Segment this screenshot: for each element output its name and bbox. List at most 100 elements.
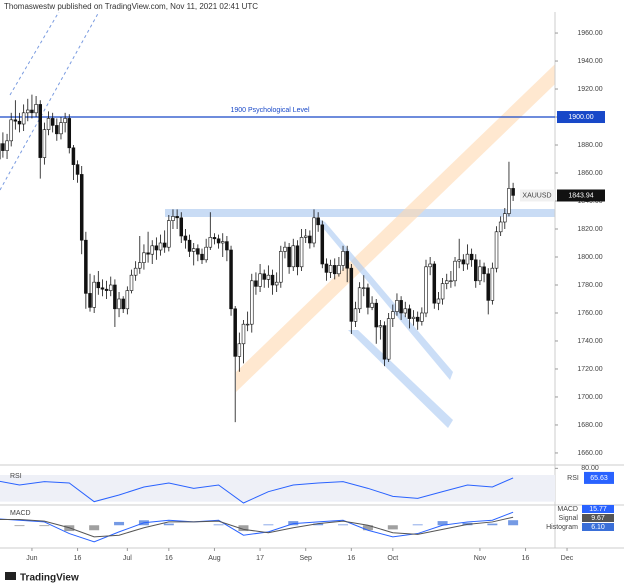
y-tick-label: 1720.00	[577, 366, 602, 373]
candle-body	[316, 217, 320, 226]
candle-body	[220, 241, 225, 244]
candle-body	[46, 118, 51, 130]
level-price-label: 1900.00	[568, 114, 593, 121]
candle-body	[395, 300, 399, 312]
macd-legend-name: Histogram	[546, 524, 578, 531]
candle-body	[38, 104, 42, 158]
candle-body	[299, 237, 304, 268]
y-tick-label: 1680.00	[577, 422, 602, 429]
candle-body	[183, 235, 188, 241]
trend-dash	[0, 12, 100, 191]
x-tick-label: 16	[74, 555, 82, 562]
candle-body	[258, 273, 262, 287]
rsi-tick-label: 80.00	[581, 465, 599, 472]
candle-body	[88, 293, 92, 308]
candle-body	[108, 284, 113, 291]
candle-body	[158, 242, 163, 251]
candle-body	[154, 245, 159, 251]
candle-body	[295, 245, 300, 268]
macd-legend-box	[582, 505, 614, 513]
candle-body	[490, 267, 495, 301]
x-tick-label: Dec	[561, 555, 574, 562]
level-annotation: 1900 Psychological Level	[231, 107, 310, 114]
candle-body	[511, 188, 515, 196]
candle-body	[482, 266, 486, 275]
candle-body	[382, 325, 387, 360]
candle-body	[67, 118, 72, 149]
candle-body	[100, 287, 105, 290]
candle-body	[225, 241, 229, 251]
candle-body	[113, 284, 117, 310]
candle-body	[50, 118, 55, 126]
candle-body	[162, 242, 167, 248]
candle-body	[353, 308, 358, 322]
x-tick-label: Jun	[26, 555, 37, 562]
candle-body	[167, 220, 171, 248]
y-tick-label: 1860.00	[577, 170, 602, 177]
candle-body	[142, 252, 146, 263]
x-tick-label: Sep	[299, 555, 312, 562]
macd-legend-box	[582, 523, 614, 531]
candle-body	[245, 323, 250, 326]
candle-body	[362, 287, 366, 289]
candle-body	[75, 164, 80, 175]
candle-body	[291, 245, 296, 268]
candle-body	[229, 249, 233, 310]
candle-body	[71, 147, 76, 165]
candle-body	[328, 265, 333, 273]
candle-body	[13, 119, 18, 122]
histogram-bar	[263, 524, 274, 526]
footer: TradingView	[20, 573, 79, 584]
rsi-value: 65.63	[590, 475, 608, 482]
candle-body	[34, 104, 38, 114]
y-tick-label: 1800.00	[577, 254, 602, 261]
candle-body	[30, 109, 34, 114]
candle-body	[250, 280, 254, 325]
candle-body	[436, 298, 441, 304]
macd-legend-name: MACD	[557, 506, 578, 513]
candle-body	[503, 213, 507, 223]
logo	[5, 572, 16, 580]
histogram-bar	[387, 525, 398, 530]
candle-body	[432, 263, 437, 304]
macd-legend-name: Signal	[559, 515, 579, 522]
candle-body	[407, 308, 412, 319]
y-tick-label: 1940.00	[577, 58, 602, 65]
candle-body	[92, 281, 96, 308]
candle-body	[374, 302, 378, 328]
y-tick-label: 1820.00	[577, 226, 602, 233]
candle-body	[196, 248, 200, 255]
histogram-bar	[487, 523, 498, 526]
candle-body	[303, 235, 308, 238]
candle-body	[179, 217, 184, 237]
candle-body	[494, 231, 499, 269]
candle-body	[17, 120, 22, 125]
macd-line	[0, 516, 514, 538]
histogram-bar	[163, 523, 174, 526]
candle-body	[21, 112, 26, 125]
candle-body	[403, 308, 408, 314]
candle-body	[440, 283, 445, 300]
candle-body	[386, 318, 391, 360]
candle-body	[237, 343, 242, 357]
candle-body	[428, 263, 432, 268]
candle-body	[55, 125, 59, 135]
rsi-name-box: RSI	[567, 475, 579, 482]
candle-body	[175, 216, 179, 219]
rsi-band	[0, 475, 555, 502]
candle-body	[262, 273, 266, 280]
candle-body	[208, 237, 213, 248]
candle-body	[449, 280, 453, 282]
y-tick-label: 1760.00	[577, 310, 602, 317]
trend-dash	[9, 12, 60, 96]
candle-body	[474, 259, 478, 282]
y-tick-label: 1660.00	[577, 450, 602, 457]
macd-legend-box	[582, 514, 614, 522]
candle-body	[411, 316, 416, 319]
candle-body	[308, 235, 312, 244]
candle-body	[150, 245, 154, 255]
candle-body	[9, 119, 13, 142]
x-tick-label: Oct	[387, 555, 398, 562]
histogram-bar	[338, 524, 349, 526]
candle-body	[287, 246, 291, 268]
